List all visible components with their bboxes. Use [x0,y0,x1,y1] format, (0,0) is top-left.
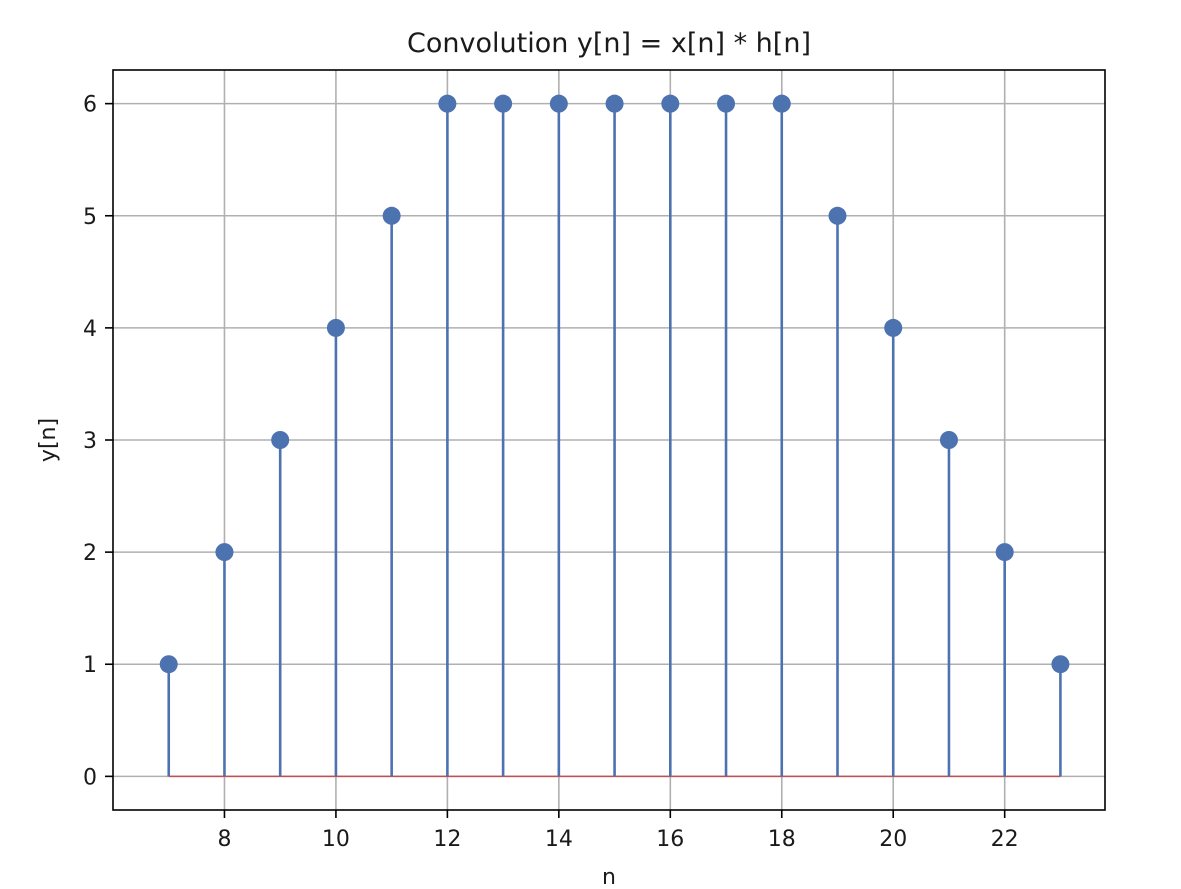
stem-marker [326,318,345,337]
stem-marker [661,94,680,113]
stem-marker [494,94,513,113]
x-tick-label: 12 [433,827,461,852]
x-tick-label: 18 [768,827,796,852]
y-tick-label: 2 [83,541,97,566]
markers [159,94,1070,674]
y-tick-label: 4 [83,317,97,342]
x-tick-label: 16 [656,827,684,852]
stems [167,103,1062,777]
stem-marker [159,655,178,674]
stem-marker [772,94,791,113]
stem-marker [549,94,568,113]
stem-marker [605,94,624,113]
x-tick-label: 14 [545,827,573,852]
stem-marker [884,318,903,337]
x-tick-label: 8 [217,827,231,852]
y-tick-label: 1 [83,653,97,678]
stem-marker [382,206,401,225]
y-tick-label: 5 [83,205,97,230]
stem-marker [215,543,234,562]
stem-marker [271,431,290,449]
y-tick-label: 6 [83,93,97,118]
y-tick-label: 0 [83,765,97,790]
stem-marker [438,94,457,113]
stem-marker [828,206,847,225]
x-axis-label: n [602,865,616,885]
x-tick-label: 10 [322,827,350,852]
stem-marker [717,94,736,113]
x-tick-label: 20 [879,827,907,852]
stem-marker [939,431,958,449]
x-tick-label: 22 [991,827,1019,852]
stem-marker [1051,655,1070,674]
chart-title: Convolution y[n] = x[n] * h[n] [407,28,811,59]
y-tick-label: 3 [83,429,97,454]
stem-marker [995,543,1014,562]
y-axis-label: y[n] [36,418,61,462]
